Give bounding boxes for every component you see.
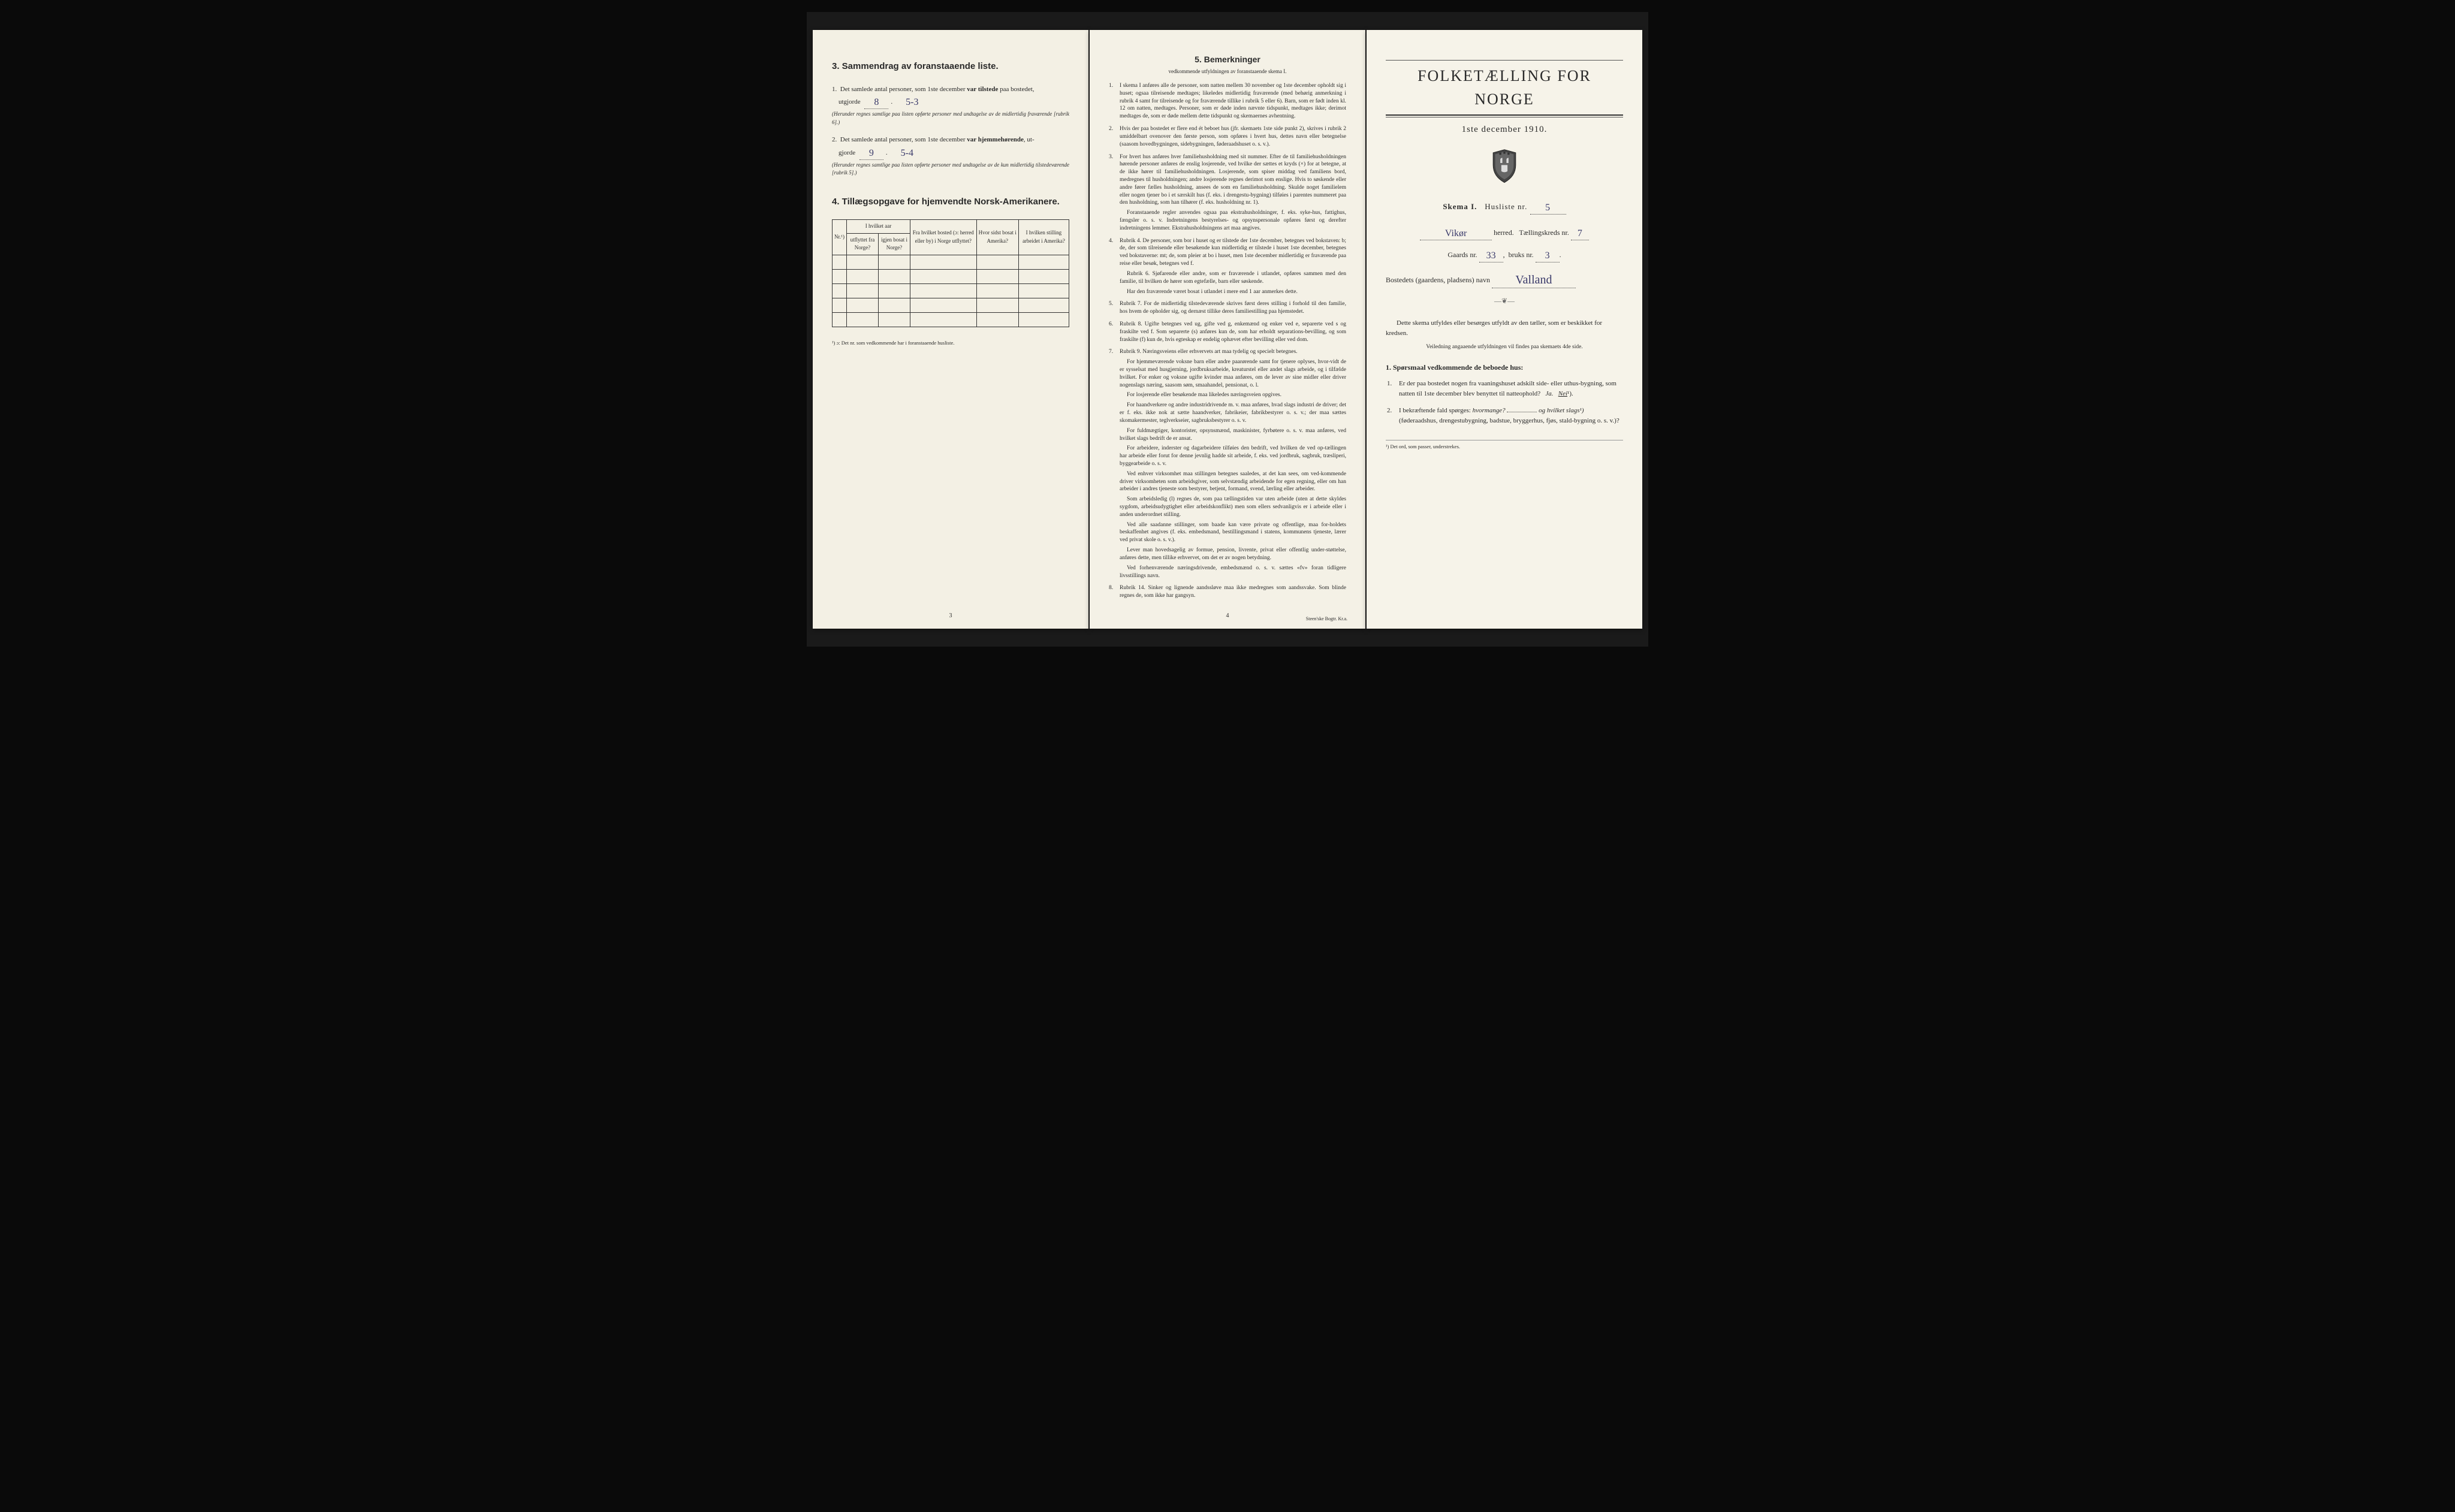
section-5-subtitle: vedkommende utfyldningen av foranstaaend… [1109, 68, 1346, 75]
nei-answer: Nei [1558, 390, 1567, 397]
page-4: 5. Bemerkninger vedkommende utfyldningen… [1090, 30, 1365, 629]
norsk-amerikanere-table: Nr.¹) I hvilket aar Fra hvilket bosted (… [832, 219, 1069, 327]
col-aar: I hvilket aar [846, 220, 910, 234]
remark-item: Rubrik 8. Ugifte betegnes ved ug, gifte … [1120, 321, 1346, 343]
col-igjen: igjen bosat i Norge? [878, 233, 910, 255]
document-date: 1ste december 1910. [1386, 123, 1623, 137]
col-sidst: Hvor sidst bosat i Amerika? [976, 220, 1018, 255]
page-number-4: 4 [1226, 612, 1229, 620]
col-utflyttet: utflyttet fra Norge? [846, 233, 878, 255]
col-nr: Nr.¹) [833, 220, 847, 255]
skema-line: Skema I. Husliste nr. 5 [1386, 200, 1623, 215]
summary-item-1: 1. Det samlede antal personer, som 1ste … [832, 84, 1069, 127]
questions-heading: 1. Spørsmaal vedkommende de beboede hus: [1386, 362, 1623, 373]
tilstede-count: 8 [874, 97, 879, 107]
gaards-line: Gaards nr. 33, bruks nr. 3. [1386, 248, 1623, 262]
questions-list: Er der paa bostedet nogen fra vaaningshu… [1386, 379, 1623, 425]
table-row [833, 255, 1069, 269]
question-2: I bekræftende fald spørges: hvormange? o… [1399, 406, 1623, 425]
bosted-line: Bostedets (gaardens, pladsens) navn Vall… [1386, 270, 1623, 288]
hjemme-breakdown: 5-4 [901, 148, 913, 158]
hjemme-count: 9 [869, 148, 874, 158]
page-number-3: 3 [949, 611, 952, 620]
remark-item: Hvis der paa bostedet er flere end ét be… [1120, 125, 1346, 148]
question-1: Er der paa bostedet nogen fra vaaningshu… [1399, 379, 1623, 399]
section-3-title: 3. Sammendrag av foranstaaende liste. [832, 60, 1069, 74]
remarks-list: I skema I anføres alle de personer, som … [1109, 82, 1346, 600]
remark-item: Rubrik 9. Næringsveiens eller erhvervets… [1120, 348, 1346, 580]
document-container: 3. Sammendrag av foranstaaende liste. 1.… [807, 12, 1648, 647]
document-title: FOLKETÆLLING FOR NORGE [1386, 60, 1623, 116]
col-stilling: I hvilken stilling arbeidet i Amerika? [1018, 220, 1069, 255]
bosted-name: Valland [1515, 273, 1552, 286]
remark-item: Rubrik 4. De personer, som bor i huset o… [1120, 237, 1346, 296]
bruks-nr: 3 [1545, 251, 1550, 261]
item2-note: (Herunder regnes samtlige paa listen opf… [832, 161, 1069, 177]
husliste-nr: 5 [1545, 203, 1551, 213]
ornament-icon: ―❦― [1386, 295, 1623, 306]
table-row [833, 312, 1069, 327]
table-row [833, 269, 1069, 283]
item1-note: (Herunder regnes samtlige paa listen opf… [832, 110, 1069, 126]
instruction-block: Dette skema utfyldes eller besørges utfy… [1386, 318, 1623, 351]
remark-item: For hvert hus anføres hver familiehushol… [1120, 153, 1346, 233]
section-4-title: 4. Tillægsopgave for hjemvendte Norsk-Am… [832, 195, 1069, 209]
kreds-nr: 7 [1578, 228, 1582, 239]
remark-item: Rubrik 7. For de midlertidig tilstedevær… [1120, 300, 1346, 316]
table-row [833, 283, 1069, 298]
coat-of-arms-icon [1386, 149, 1623, 188]
herred-line: Vikør herred. Tællingskreds nr. 7 [1386, 225, 1623, 240]
gaards-nr: 33 [1486, 251, 1496, 261]
remark-item: I skema I anføres alle de personer, som … [1120, 82, 1346, 120]
summary-item-2: 2. Det samlede antal personer, som 1ste … [832, 135, 1069, 177]
tilstede-breakdown: 5-3 [906, 97, 918, 107]
title-page: FOLKETÆLLING FOR NORGE 1ste december 191… [1367, 30, 1642, 629]
page-3: 3. Sammendrag av foranstaaende liste. 1.… [813, 30, 1088, 629]
printer-mark: Steen'ske Bogtr. Kr.a. [1306, 616, 1347, 623]
section-5-title: 5. Bemerkninger [1109, 54, 1346, 65]
remark-item: Rubrik 14. Sinker og lignende aandssløve… [1120, 584, 1346, 600]
herred-name: Vikør [1445, 228, 1467, 239]
table-row [833, 298, 1069, 312]
table-footnote: ¹) ɔ: Det nr. som vedkommende har i fora… [832, 339, 1069, 347]
col-bosted: Fra hvilket bosted (ɔ: herred eller by) … [910, 220, 977, 255]
footnote-right: ¹) Det ord, som passer, understrekes. [1386, 440, 1623, 451]
